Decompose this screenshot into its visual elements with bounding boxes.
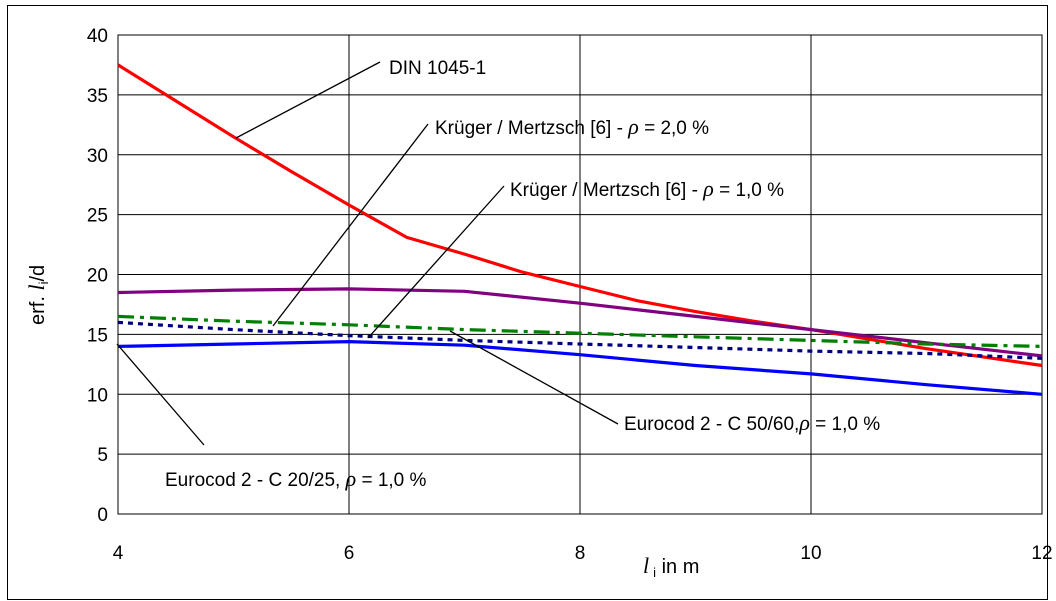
plot-border — [117, 34, 1043, 515]
y-axis-label: erf. li/d — [24, 265, 51, 325]
y-tick-label: 30 — [87, 146, 108, 167]
x-tick-label: 8 — [575, 543, 586, 564]
series-line-2 — [117, 287, 1043, 358]
annotation-label-ec50: Eurocod 2 - C 50/60,ρ = 1,0 % — [624, 410, 880, 435]
chart-frame — [7, 5, 1048, 600]
y-tick-label: 35 — [87, 86, 108, 107]
annotation-leader-ec50 — [449, 330, 619, 425]
y-tick-label: 15 — [87, 325, 108, 346]
x-tick-label: 10 — [800, 543, 821, 564]
y-tick-label: 5 — [97, 445, 108, 466]
y-tick-label: 25 — [87, 206, 108, 227]
x-tick-label: 4 — [113, 543, 124, 564]
series-line-3 — [117, 314, 1043, 348]
x-tick-label: 12 — [1031, 543, 1052, 564]
annotation-label-ec20: Eurocod 2 - C 20/25, ρ = 1,0 % — [165, 466, 427, 491]
annotation-leader-ec20 — [116, 343, 205, 446]
series-line-5 — [117, 340, 1043, 396]
x-tick-label: 6 — [344, 543, 355, 564]
annotation-label-km1: Krüger / Mertzsch [6] - ρ = 1,0 % — [510, 176, 784, 201]
series-line-4 — [117, 320, 1043, 360]
annotation-leader-km1 — [367, 185, 505, 339]
annotation-label-km2: Krüger / Mertzsch [6] - ρ = 2,0 % — [435, 114, 709, 139]
y-tick-label: 0 — [97, 505, 108, 526]
y-tick-label: 20 — [87, 266, 108, 287]
annotation-leader-km2 — [272, 123, 429, 327]
annotation-label-din: DIN 1045-1 — [389, 58, 486, 79]
annotation-leader-din — [235, 61, 381, 139]
y-tick-label: 10 — [87, 385, 108, 406]
y-tick-label: 40 — [87, 26, 108, 47]
